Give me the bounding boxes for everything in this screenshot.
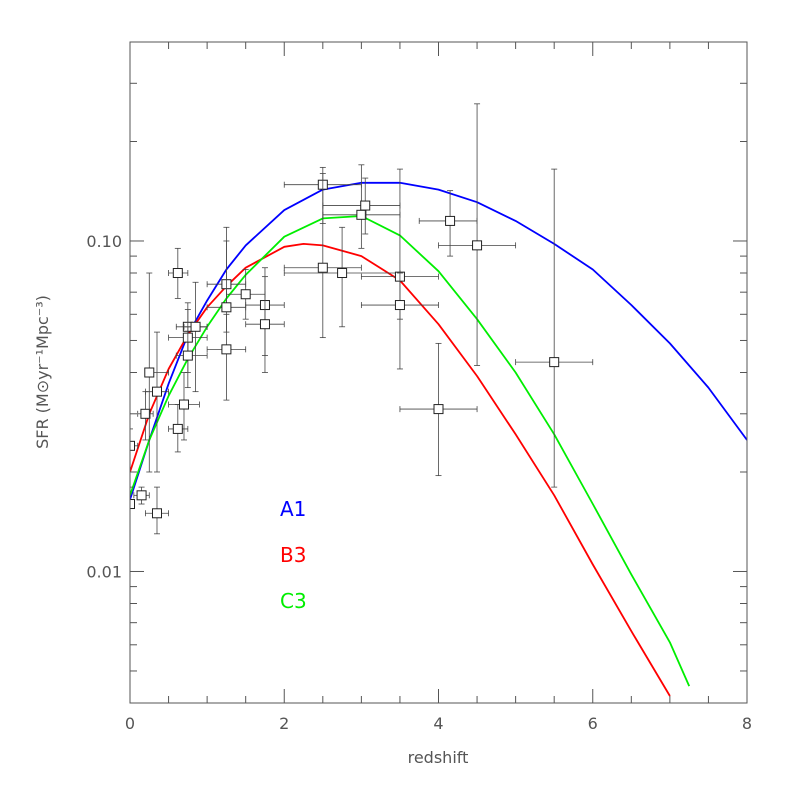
observation-point <box>322 177 401 235</box>
observation-marker <box>240 289 251 300</box>
observation-marker <box>445 215 456 226</box>
observation-marker <box>130 440 135 451</box>
legend-label-b3: B3 <box>280 543 306 567</box>
observation-point <box>206 313 247 401</box>
observation-marker <box>337 268 348 279</box>
observation-marker <box>136 490 147 501</box>
legend-label-c3: C3 <box>280 589 307 613</box>
x-tick-label: 6 <box>588 714 598 733</box>
y-axis-title: SFR (M⊙yr⁻¹Mpc⁻³) <box>33 295 52 449</box>
observation-marker <box>130 499 135 510</box>
observation-marker <box>221 302 232 313</box>
y-tick-label: 0.10 <box>86 232 122 251</box>
observation-point <box>438 103 517 366</box>
observation-point <box>283 173 362 339</box>
x-tick-label: 4 <box>433 714 443 733</box>
x-tick-label: 0 <box>125 714 135 733</box>
observation-point <box>245 276 285 373</box>
legend: A1 B3 C3 <box>280 497 307 613</box>
x-axis-title: redshift <box>408 748 469 767</box>
observation-point <box>133 486 150 505</box>
observation-point <box>283 226 401 328</box>
observation-point <box>168 247 189 299</box>
y-tick-label: 0.01 <box>86 562 122 581</box>
observation-marker <box>190 321 201 332</box>
x-tick-label: 8 <box>742 714 752 733</box>
observation-point <box>130 499 135 510</box>
observation-marker <box>360 200 371 211</box>
observation-marker <box>151 508 162 519</box>
observation-marker <box>172 423 183 434</box>
observations <box>130 103 594 535</box>
observation-marker <box>140 408 151 419</box>
observation-point <box>145 331 169 473</box>
observation-marker <box>182 350 193 361</box>
x-tick-label: 2 <box>279 714 289 733</box>
observation-point <box>145 486 169 535</box>
observation-marker <box>151 386 162 397</box>
observation-marker <box>172 268 183 279</box>
observation-marker <box>394 300 405 311</box>
observation-point <box>175 326 208 389</box>
observation-point <box>515 168 594 488</box>
axis-ticks: 0 2 4 6 8 0.01 0.10 <box>86 41 752 733</box>
observation-marker <box>144 367 155 378</box>
observation-marker <box>433 404 444 415</box>
observation-point <box>144 272 169 473</box>
observation-marker <box>317 262 328 273</box>
observation-marker <box>356 209 367 220</box>
observation-marker <box>549 357 560 368</box>
observation-marker <box>472 240 483 251</box>
observation-marker <box>221 344 232 355</box>
observation-point <box>360 272 439 370</box>
observation-point <box>183 281 208 393</box>
observation-marker <box>178 399 189 410</box>
legend-label-a1: A1 <box>280 497 306 521</box>
observation-marker <box>259 319 270 330</box>
observation-point <box>399 342 478 477</box>
observation-point <box>130 428 139 488</box>
